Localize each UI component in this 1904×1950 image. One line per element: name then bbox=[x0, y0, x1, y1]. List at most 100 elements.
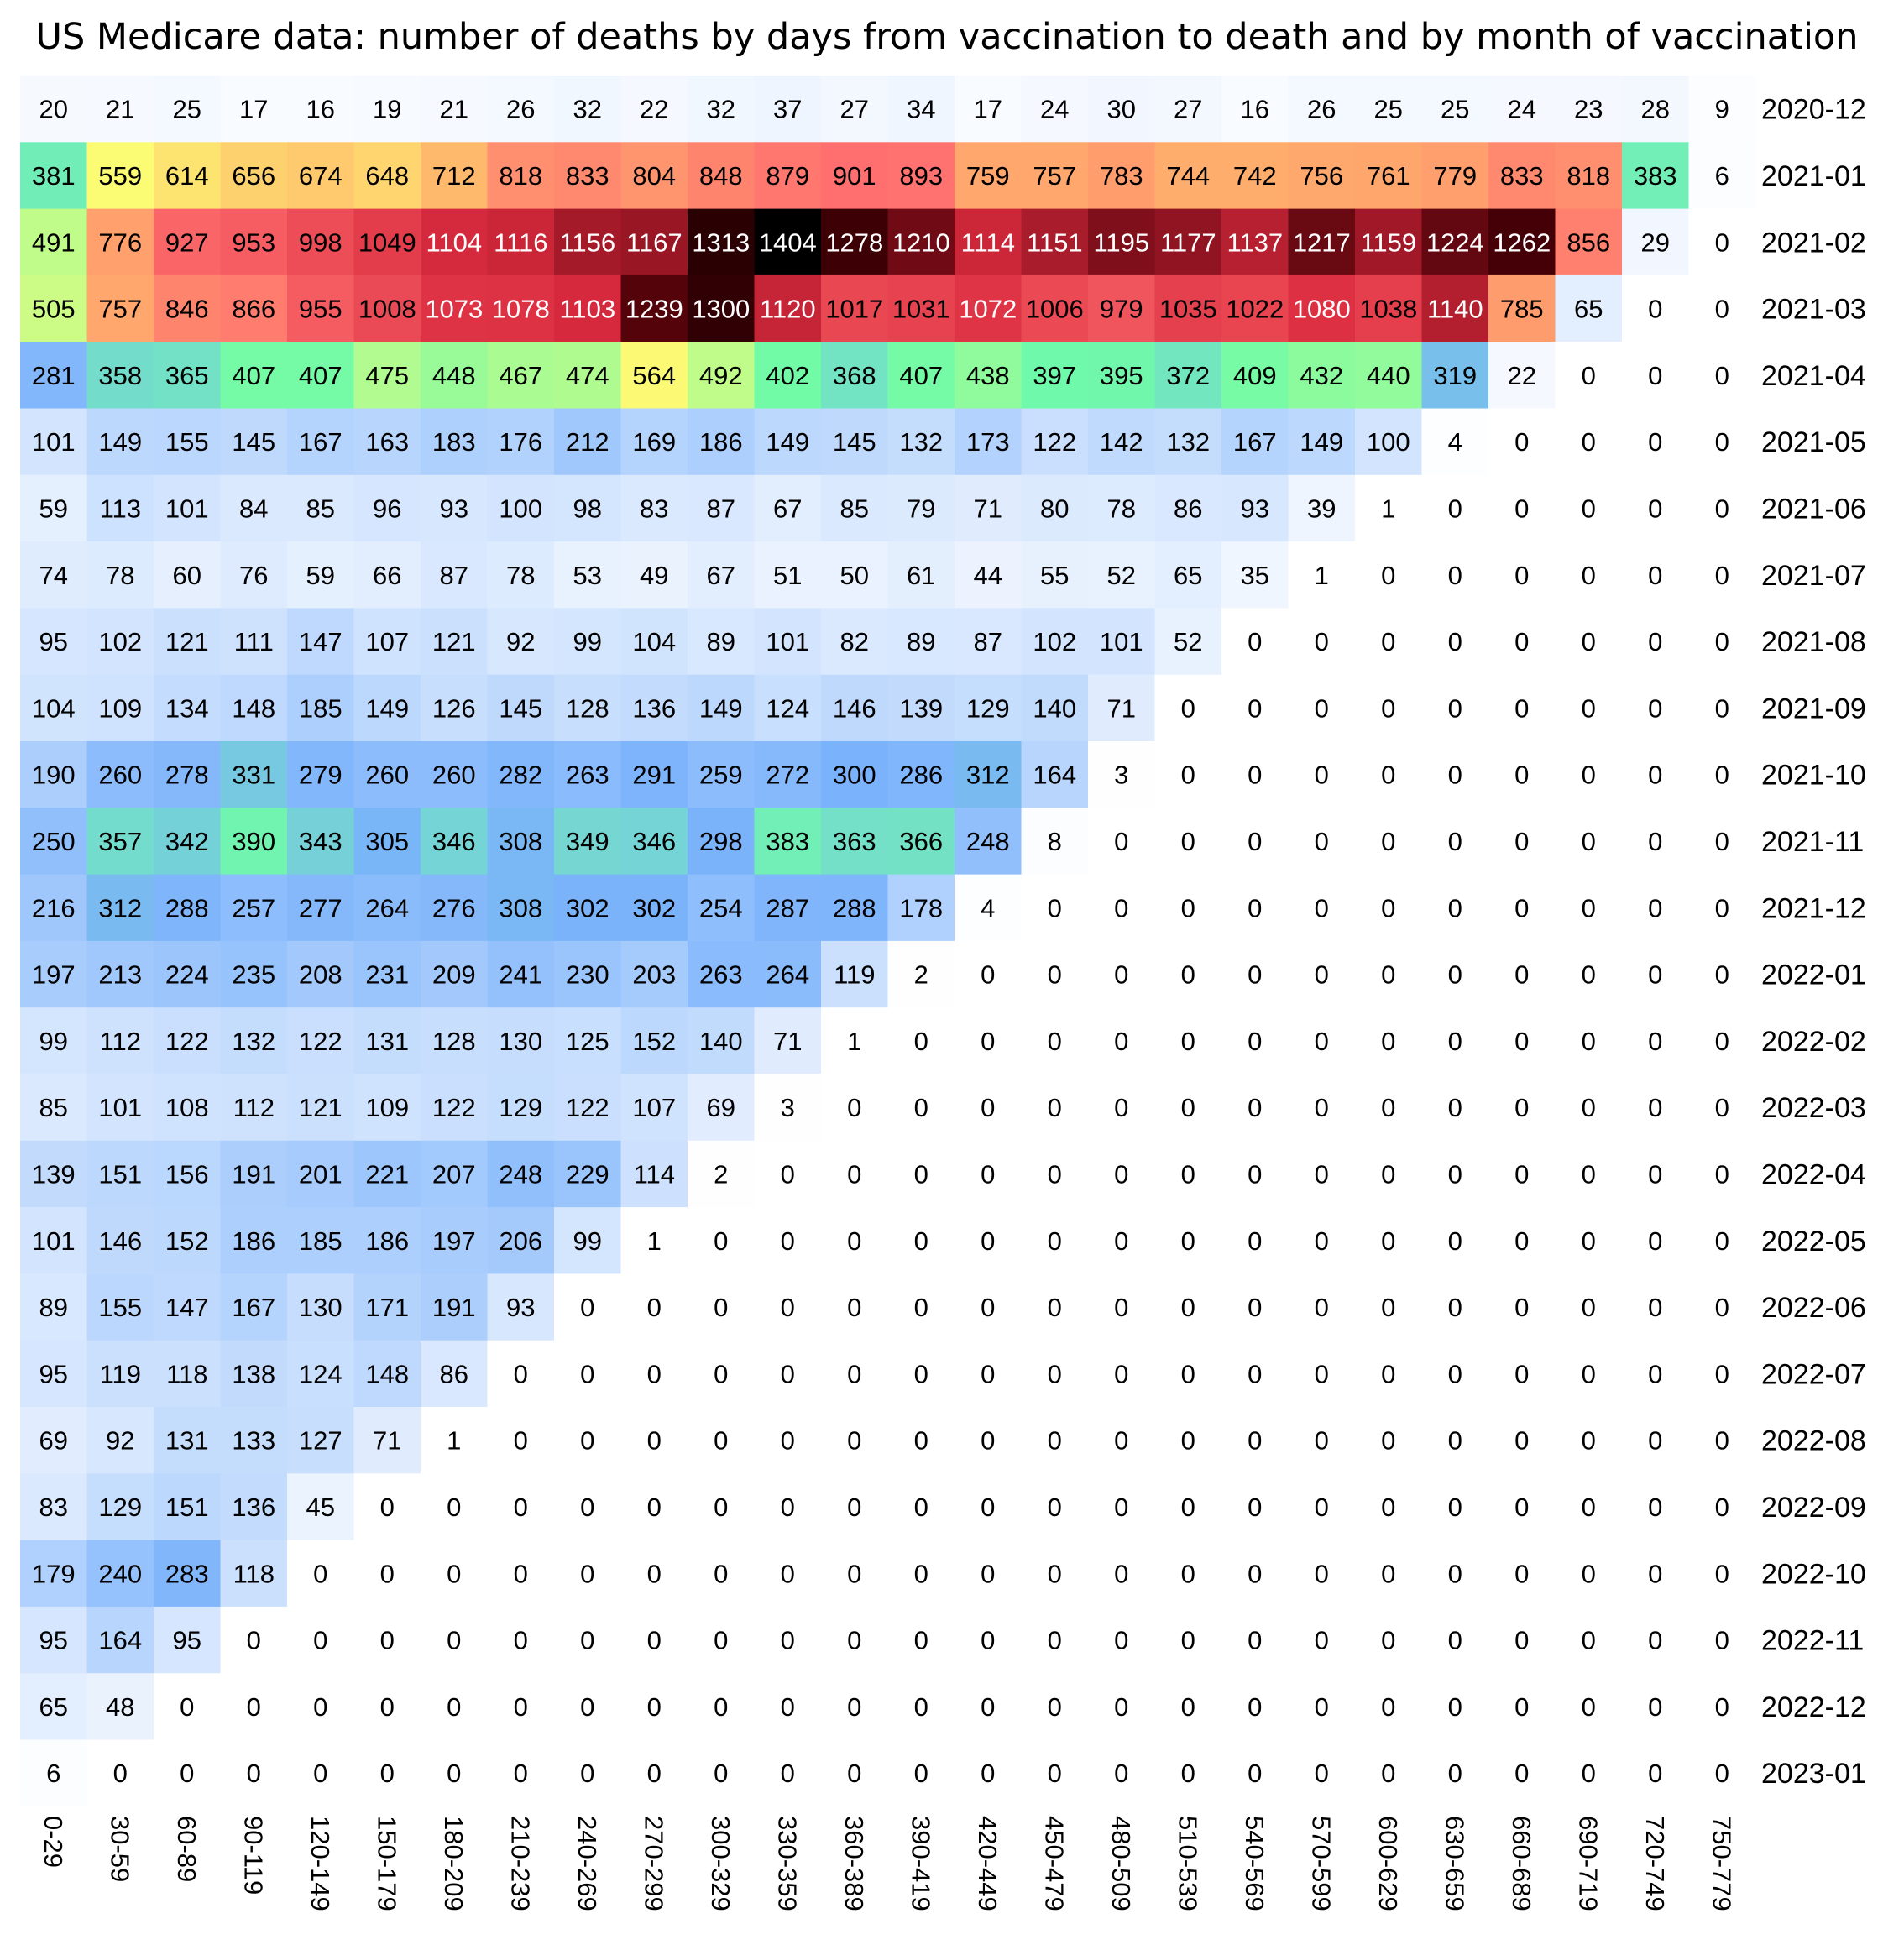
heatmap-cell bbox=[1288, 608, 1356, 676]
heatmap-cell bbox=[1555, 1606, 1623, 1674]
heatmap-cell bbox=[1021, 1074, 1089, 1142]
cell-value-label: 0 bbox=[1514, 627, 1529, 656]
heatmap-cell bbox=[1288, 1739, 1356, 1807]
cell-value-label: 0 bbox=[714, 1293, 728, 1322]
heatmap-cell bbox=[287, 408, 355, 476]
cell-value-label: 0 bbox=[1715, 561, 1729, 590]
heatmap-cell bbox=[1421, 874, 1489, 942]
cell-value-label: 277 bbox=[299, 893, 343, 923]
heatmap-cell bbox=[1688, 408, 1756, 476]
heatmap-cell bbox=[421, 741, 489, 808]
cell-value-label: 35 bbox=[1241, 561, 1269, 590]
heatmap-cell bbox=[1622, 1606, 1690, 1674]
heatmap-cell bbox=[86, 1074, 154, 1142]
heatmap-cell bbox=[1088, 1407, 1156, 1474]
heatmap-cell bbox=[287, 940, 355, 1008]
heatmap-cell bbox=[1154, 608, 1222, 676]
cell-value-label: 26 bbox=[506, 95, 535, 124]
heatmap-cell bbox=[86, 940, 154, 1008]
heatmap-cell bbox=[821, 1340, 889, 1408]
cell-value-label: 0 bbox=[1514, 1692, 1529, 1722]
cell-value-label: 0 bbox=[1381, 1493, 1395, 1522]
heatmap-cell bbox=[287, 674, 355, 742]
cell-value-label: 3 bbox=[781, 1093, 795, 1122]
heatmap-cell bbox=[1488, 741, 1556, 808]
heatmap-cell bbox=[688, 76, 756, 143]
cell-value-label: 138 bbox=[232, 1359, 275, 1388]
row-label: 2022-10 bbox=[1761, 1558, 1866, 1590]
cell-value-label: 0 bbox=[1048, 1160, 1062, 1189]
heatmap-cell bbox=[887, 76, 955, 143]
heatmap-cell bbox=[1288, 541, 1356, 609]
cell-value-label: 331 bbox=[232, 761, 275, 790]
heatmap-cell bbox=[421, 1540, 489, 1608]
cell-value-label: 82 bbox=[840, 627, 869, 656]
cell-value-label: 107 bbox=[365, 627, 409, 656]
heatmap-cell bbox=[754, 1007, 822, 1075]
heatmap-cell bbox=[86, 1140, 154, 1208]
cell-value-label: 856 bbox=[1567, 227, 1610, 257]
cell-value-label: 1 bbox=[1381, 494, 1395, 523]
cell-value-label: 9 bbox=[1715, 95, 1729, 124]
cell-value-label: 1 bbox=[847, 1027, 861, 1056]
cell-value-label: 99 bbox=[573, 1226, 602, 1256]
heatmap-cell bbox=[287, 1739, 355, 1807]
cell-value-label: 263 bbox=[566, 761, 609, 790]
cell-value-label: 0 bbox=[647, 1759, 662, 1788]
heatmap-cell bbox=[20, 741, 88, 808]
heatmap-cell bbox=[554, 408, 622, 476]
heatmap-cell bbox=[554, 541, 622, 609]
cell-value-label: 0 bbox=[1048, 1692, 1062, 1722]
cell-value-label: 147 bbox=[299, 627, 343, 656]
heatmap-cell bbox=[1488, 274, 1556, 342]
heatmap-cell bbox=[1088, 608, 1156, 676]
heatmap-cell bbox=[1555, 940, 1623, 1008]
column-label: 750-779 bbox=[1707, 1816, 1736, 1911]
heatmap-cell bbox=[1288, 408, 1356, 476]
cell-value-label: 65 bbox=[39, 1692, 68, 1722]
heatmap-cell bbox=[154, 76, 222, 143]
cell-value-label: 260 bbox=[432, 761, 476, 790]
heatmap-cell bbox=[1688, 608, 1756, 676]
cell-value-label: 0 bbox=[914, 1426, 928, 1456]
heatmap-cell bbox=[487, 741, 555, 808]
heatmap-cell bbox=[688, 541, 756, 609]
cell-value-label: 206 bbox=[499, 1226, 542, 1256]
cell-value-label: 231 bbox=[365, 960, 409, 990]
cell-value-label: 0 bbox=[1381, 761, 1395, 790]
heatmap-cell bbox=[554, 741, 622, 808]
heatmap-cell bbox=[1355, 1673, 1423, 1741]
cell-value-label: 343 bbox=[299, 827, 343, 856]
cell-value-label: 0 bbox=[1114, 1293, 1128, 1322]
heatmap-cell bbox=[1154, 674, 1222, 742]
cell-value-label: 89 bbox=[707, 627, 735, 656]
heatmap-cell bbox=[353, 940, 421, 1008]
chart-title: US Medicare data: number of deaths by da… bbox=[36, 16, 1859, 58]
cell-value-label: 145 bbox=[833, 427, 876, 457]
cell-value-label: 0 bbox=[1648, 893, 1662, 923]
cell-value-label: 257 bbox=[232, 893, 275, 923]
heatmap-cell bbox=[1421, 342, 1489, 410]
cell-value-label: 0 bbox=[1514, 761, 1529, 790]
cell-value-label: 0 bbox=[1381, 1226, 1395, 1256]
heatmap-cell bbox=[620, 940, 688, 1008]
heatmap-cell bbox=[287, 541, 355, 609]
heatmap-cell bbox=[1488, 808, 1556, 876]
heatmap-cell bbox=[554, 342, 622, 410]
cell-value-label: 1103 bbox=[559, 295, 615, 324]
cell-value-label: 0 bbox=[1448, 1692, 1462, 1722]
heatmap-cell bbox=[353, 274, 421, 342]
heatmap-cell bbox=[20, 342, 88, 410]
cell-value-label: 288 bbox=[833, 893, 876, 923]
heatmap-cell bbox=[1021, 808, 1089, 876]
heatmap-cell bbox=[353, 408, 421, 476]
heatmap-cell bbox=[86, 1407, 154, 1474]
cell-value-label: 0 bbox=[914, 1626, 928, 1655]
cell-value-label: 111 bbox=[234, 627, 274, 656]
heatmap-cell bbox=[620, 142, 688, 210]
heatmap-cell bbox=[821, 608, 889, 676]
heatmap-cell bbox=[1555, 1140, 1623, 1208]
cell-value-label: 65 bbox=[1174, 561, 1202, 590]
heatmap-cell bbox=[1221, 208, 1289, 276]
column-label: 540-569 bbox=[1240, 1816, 1269, 1911]
